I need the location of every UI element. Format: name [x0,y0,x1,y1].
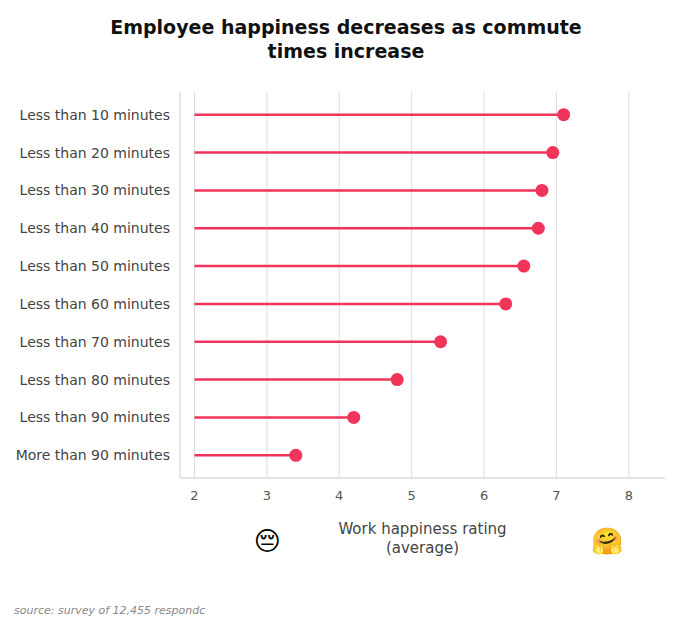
y-tick-label: Less than 70 minutes [20,334,170,350]
grid-line [628,92,629,478]
x-tick-label: 3 [263,488,271,503]
source: source: survey of 12,455 respondc [14,604,205,617]
chart: Employee happiness decreases as commutet… [0,0,692,628]
y-tick-label: Less than 60 minutes [20,296,170,312]
dot [546,146,559,159]
y-tick-label: Less than 20 minutes [20,145,170,161]
stem [194,151,552,154]
grid-line [266,92,267,478]
x-tick-label: 5 [408,488,416,503]
annotation: 😔 [254,526,281,556]
y-tick-label: Less than 90 minutes [20,409,170,425]
dot [532,222,545,235]
x-tick-label: 4 [335,488,343,503]
stem [194,416,353,419]
dot [347,411,360,424]
grid-line [411,92,412,478]
dot [434,335,447,348]
y-tick-label: Less than 80 minutes [20,372,170,388]
dot [499,297,512,310]
y-tick-label: Less than 30 minutes [20,182,170,198]
x-tick-label: 2 [190,488,198,503]
x-axis-label: Work happiness rating(average) [338,520,506,557]
stem [194,454,295,457]
text-line: Employee happiness decreases as commute [110,16,582,38]
text-line: (average) [386,539,459,557]
dot [557,108,570,121]
dot [517,260,530,273]
x-tick-label: 7 [552,488,560,503]
x-axis-line [180,478,665,479]
stem [194,189,541,192]
y-tick-label: More than 90 minutes [16,447,170,463]
stem [194,303,505,306]
dot [391,373,404,386]
y-tick-label: Less than 50 minutes [20,258,170,274]
text-line: Work happiness rating [338,520,506,538]
dot [535,184,548,197]
grid-line [484,92,485,478]
background [0,0,692,628]
x-tick-label: 6 [480,488,488,503]
y-axis-line [180,92,181,478]
grid-line [339,92,340,478]
y-tick-label: Less than 40 minutes [20,220,170,236]
annotation: 🤗 [591,526,623,556]
stem [194,341,440,344]
x-tick-label: 8 [625,488,633,503]
grid-line [194,92,195,478]
grid [194,92,628,478]
stem [194,265,523,268]
stem [194,227,538,230]
stem [194,378,397,381]
marks [194,108,570,462]
dot [289,449,302,462]
title: Employee happiness decreases as commutet… [110,16,582,62]
text-line: times increase [268,40,425,62]
stem [194,113,563,116]
y-tick-label: Less than 10 minutes [20,107,170,123]
